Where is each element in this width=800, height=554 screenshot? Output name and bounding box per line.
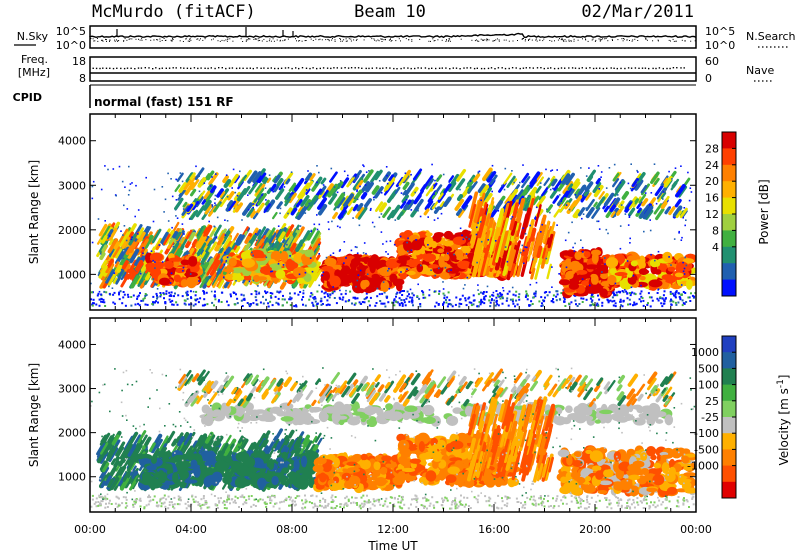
colorbar-swatch-5 — [722, 417, 736, 434]
colorbar-swatch-7 — [722, 449, 736, 467]
cpid-label: CPID — [13, 91, 42, 104]
y-tick-label-3: 4000 — [58, 135, 86, 148]
cpid-value: normal (fast) 151 RF — [94, 95, 234, 109]
colorbar-tick-0: 1000 — [691, 346, 719, 359]
freq-tick-bottom: 8 — [79, 72, 86, 85]
colorbar-tick-6: 4 — [712, 241, 719, 254]
velocity-x-axis: 00:00 04:00 08:00 12:00 16:00 20:00 00:00 — [74, 318, 712, 536]
x-tick-label-5: 20:00 — [579, 523, 611, 536]
colorbar-swatch-6 — [722, 433, 736, 450]
colorbar-swatch-4 — [722, 400, 736, 418]
nsearch-tick-bottom: 10^0 — [705, 39, 735, 52]
y-tick-label-3: 4000 — [58, 338, 86, 351]
freq-strip-frame — [89, 56, 697, 82]
colorbar-swatch-2 — [722, 368, 736, 386]
station-title: McMurdo (fitACF) — [92, 2, 256, 22]
y-tick-label-2: 3000 — [58, 383, 86, 396]
freq-label-2: [MHz] — [18, 66, 50, 79]
nsky-tick-top: 10^5 — [56, 25, 86, 38]
nave-label: Nave — [746, 64, 774, 77]
colorbar-tick-5: 8 — [712, 224, 719, 237]
freq-tick-top: 18 — [72, 55, 86, 68]
x-axis-label: Time UT — [367, 539, 418, 553]
colorbar-tick-0: 28 — [705, 142, 719, 155]
colorbar-tick-3: 16 — [705, 192, 719, 205]
x-tick-label-4: 16:00 — [478, 523, 510, 536]
x-tick-label-2: 08:00 — [276, 523, 308, 536]
colorbar-swatch-0 — [722, 132, 736, 149]
velocity-y-axis: 1000 2000 3000 4000 — [58, 338, 696, 484]
colorbar-swatch-3 — [722, 384, 736, 402]
power-y-axis: 1000 2000 3000 4000 — [58, 135, 696, 281]
colorbar-tick-2: 100 — [698, 379, 719, 392]
colorbar-tick-6: -500 — [694, 443, 719, 456]
colorbar-swatch-1 — [722, 352, 736, 369]
y-tick-label-0: 1000 — [58, 268, 86, 281]
colorbar-swatch-5 — [722, 214, 736, 231]
colorbar-tick-1: 500 — [698, 362, 719, 375]
power-colorbar-label: Power [dB] — [757, 179, 771, 244]
colorbar-swatch-6 — [722, 230, 736, 248]
power-x-ticks — [89, 114, 697, 310]
velocity-heatmap — [90, 367, 696, 510]
x-tick-label-3: 12:00 — [377, 523, 409, 536]
colorbar-tick-1: 24 — [705, 159, 719, 172]
colorbar-tick-2: 20 — [705, 175, 719, 188]
beam-title: Beam 10 — [354, 2, 426, 22]
velocity-colorbar: 1000 500 100 25 -25 -100 -500 -1000 — [687, 335, 737, 499]
velocity-colorbar-label: Velocity [m s-1] — [776, 375, 791, 466]
colorbar-tick-3: 25 — [705, 395, 719, 408]
power-heatmap — [90, 163, 696, 308]
y-tick-label-0: 1000 — [58, 471, 86, 484]
colorbar-swatch-8 — [722, 465, 736, 483]
y-tick-label-1: 2000 — [58, 427, 86, 440]
freq-label-1: Freq. — [21, 53, 48, 66]
colorbar-swatch-1 — [722, 148, 736, 166]
colorbar-swatch-7 — [722, 246, 736, 264]
y-tick-label-1: 2000 — [58, 224, 86, 237]
colorbar-swatch-0 — [722, 336, 736, 353]
nave-trace — [92, 67, 685, 70]
nsky-tick-bottom: 10^0 — [56, 39, 86, 52]
colorbar-swatch-9 — [722, 279, 736, 297]
nave-tick-top: 60 — [705, 55, 719, 68]
colorbar-swatch-3 — [722, 181, 736, 199]
colorbar-swatch-8 — [722, 263, 736, 281]
x-tick-label-0: 00:00 — [74, 523, 106, 536]
power-y-label: Slant Range [km] — [27, 160, 41, 264]
x-tick-label-6: 00:00 — [680, 523, 712, 536]
nave-tick-bottom: 0 — [705, 72, 712, 85]
colorbar-tick-4: 12 — [705, 208, 719, 221]
nsearch-label: N.Search — [746, 30, 796, 43]
y-tick-label-2: 3000 — [58, 179, 86, 192]
power-colorbar: 28 24 20 16 12 8 4 — [705, 131, 737, 297]
colorbar-tick-5: -100 — [694, 427, 719, 440]
date-title: 02/Mar/2011 — [581, 2, 694, 22]
nsky-trace — [89, 27, 697, 42]
colorbar-swatch-9 — [722, 481, 736, 499]
x-tick-label-1: 04:00 — [175, 523, 207, 536]
velocity-y-label: Slant Range [km] — [27, 363, 41, 467]
colorbar-swatch-2 — [722, 164, 736, 182]
colorbar-tick-7: -1000 — [687, 460, 719, 473]
colorbar-swatch-4 — [722, 197, 736, 215]
nsky-label: N.Sky — [17, 30, 49, 43]
nsearch-tick-top: 10^5 — [705, 25, 735, 38]
colorbar-tick-4: -25 — [701, 411, 719, 424]
